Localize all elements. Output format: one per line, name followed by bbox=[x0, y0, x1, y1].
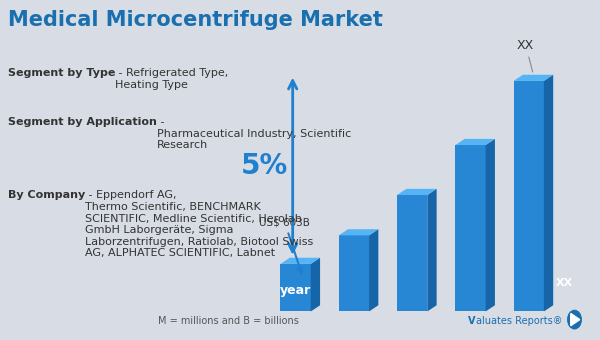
Text: ....: .... bbox=[8, 337, 22, 340]
Text: By Company: By Company bbox=[8, 190, 85, 200]
Text: -
Pharmaceutical Industry, Scientific
Research: - Pharmaceutical Industry, Scientific Re… bbox=[157, 117, 351, 150]
Text: XX: XX bbox=[517, 38, 535, 72]
Polygon shape bbox=[571, 313, 580, 326]
Text: V: V bbox=[468, 317, 476, 326]
Polygon shape bbox=[311, 258, 320, 311]
Text: year: year bbox=[280, 284, 311, 296]
Text: aluates Reports®: aluates Reports® bbox=[476, 317, 562, 326]
Text: 5%: 5% bbox=[241, 152, 288, 180]
Polygon shape bbox=[339, 229, 379, 235]
Text: - Eppendorf AG,
Thermo Scientific, BENCHMARK
SCIENTIFIC, Medline Scientific, Her: - Eppendorf AG, Thermo Scientific, BENCH… bbox=[85, 190, 313, 258]
Polygon shape bbox=[544, 75, 553, 311]
Text: US$ 603B: US$ 603B bbox=[259, 218, 310, 273]
Bar bbox=[455, 145, 485, 311]
Polygon shape bbox=[427, 189, 437, 311]
Bar bbox=[397, 195, 427, 311]
Text: Segment by Application: Segment by Application bbox=[8, 117, 157, 127]
Circle shape bbox=[568, 310, 581, 329]
Text: XX: XX bbox=[556, 278, 574, 288]
Bar bbox=[514, 81, 544, 311]
Bar bbox=[339, 235, 369, 311]
Text: Segment by Type: Segment by Type bbox=[8, 68, 115, 78]
Text: Medical Microcentrifuge Market: Medical Microcentrifuge Market bbox=[8, 10, 383, 30]
Polygon shape bbox=[485, 139, 495, 311]
Polygon shape bbox=[280, 258, 320, 264]
Polygon shape bbox=[397, 189, 437, 195]
Text: M = millions and B = billions: M = millions and B = billions bbox=[158, 317, 298, 326]
Polygon shape bbox=[455, 139, 495, 145]
Text: - Refrigerated Type,
Heating Type: - Refrigerated Type, Heating Type bbox=[115, 68, 229, 90]
Polygon shape bbox=[514, 75, 553, 81]
Polygon shape bbox=[369, 229, 379, 311]
Bar bbox=[280, 264, 311, 311]
